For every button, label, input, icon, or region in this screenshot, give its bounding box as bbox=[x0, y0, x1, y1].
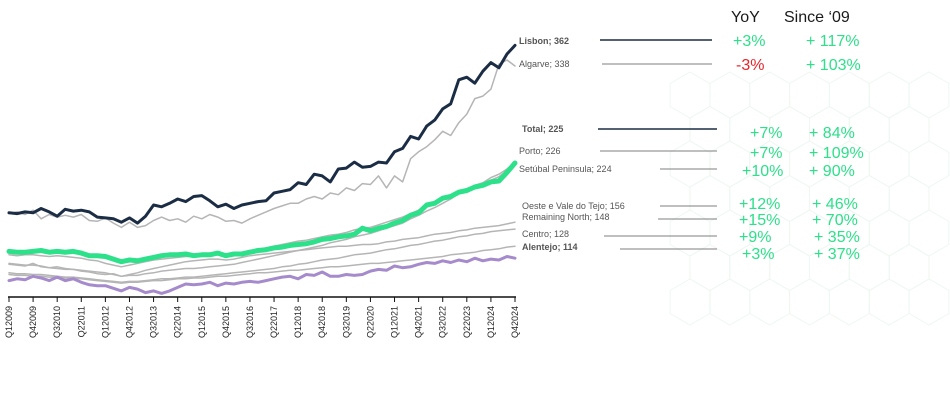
series-label-algarve: Algarve; 338 bbox=[519, 59, 570, 69]
hex-cell bbox=[868, 140, 910, 188]
hex-cell bbox=[689, 243, 731, 292]
series-label-lisbon: Lisbon; 362 bbox=[519, 36, 569, 46]
x-tick-label: Q42024 bbox=[510, 306, 520, 338]
series-line-remaining-north bbox=[8, 228, 516, 284]
x-tick-label: Q12009 bbox=[4, 306, 14, 338]
hex-cell bbox=[669, 278, 711, 326]
hex-cell bbox=[888, 243, 930, 292]
hex-cell bbox=[709, 278, 751, 326]
yoy-value-remaining-north: +15% bbox=[739, 212, 781, 229]
series-line-total bbox=[6, 160, 518, 265]
x-tick-label: Q32013 bbox=[149, 306, 159, 338]
since-2009-value-set-bal-peninsula: + 90% bbox=[809, 163, 855, 180]
since-2009-value-oeste-e-vale-do-tejo: + 46% bbox=[812, 196, 858, 213]
hex-cell bbox=[868, 209, 910, 257]
yoy-header: YoY bbox=[731, 9, 760, 26]
series-line-centro bbox=[8, 245, 516, 284]
series-line-oeste-e-vale-do-tejo bbox=[8, 221, 516, 278]
x-tick-label: Q42015 bbox=[221, 306, 231, 338]
since-2009-header: Since ‘09 bbox=[784, 9, 850, 26]
yoy-value-set-bal-peninsula: +10% bbox=[742, 163, 784, 180]
hex-cell bbox=[908, 209, 950, 257]
yoy-value-alentejo: +3% bbox=[742, 246, 775, 263]
hex-cell bbox=[828, 71, 870, 119]
series-line-porto bbox=[8, 161, 516, 278]
x-tick-label: Q42009 bbox=[28, 306, 38, 338]
x-tick-label: Q42018 bbox=[317, 306, 327, 338]
x-tick-label: Q22023 bbox=[462, 306, 472, 338]
since-2009-value-alentejo: + 37% bbox=[814, 246, 860, 263]
series-label-total: Total; 225 bbox=[522, 124, 563, 134]
since-2009-value-total: + 84% bbox=[809, 125, 855, 142]
hex-cell bbox=[749, 278, 791, 326]
series-label-porto: Porto; 226 bbox=[519, 146, 561, 156]
since-2009-value-remaining-north: + 70% bbox=[812, 212, 858, 229]
hex-cell bbox=[709, 71, 751, 119]
hex-cell bbox=[689, 174, 731, 223]
hex-cell bbox=[669, 140, 711, 188]
hex-cell bbox=[749, 71, 791, 119]
x-tick-label: Q22020 bbox=[365, 306, 375, 338]
x-tick-label: Q42021 bbox=[414, 306, 424, 338]
x-tick-label: Q22014 bbox=[173, 306, 183, 338]
since-2009-value-porto: + 109% bbox=[809, 145, 864, 162]
hex-cell bbox=[789, 71, 830, 119]
yoy-value-porto: +7% bbox=[750, 145, 783, 162]
x-tick-label: Q42012 bbox=[125, 306, 135, 338]
x-tick-label: Q22017 bbox=[269, 306, 279, 338]
x-tick-label: Q32022 bbox=[438, 306, 448, 338]
since-2009-value-lisbon: + 117% bbox=[806, 33, 860, 50]
yoy-value-centro: +9% bbox=[739, 229, 772, 246]
series-lines bbox=[6, 43, 518, 295]
series-line-alentejo bbox=[7, 255, 517, 295]
since-2009-value-centro: + 35% bbox=[814, 229, 860, 246]
x-axis-ticks: Q12009 Q42009 Q32010 Q22011 Q12012 Q42012 Q320… bbox=[4, 297, 520, 338]
x-tick-label: Q32010 bbox=[52, 306, 62, 338]
x-tick-label: Q12024 bbox=[486, 306, 496, 338]
hex-cell bbox=[868, 278, 910, 326]
x-tick-label: Q32016 bbox=[245, 306, 255, 338]
since-2009-value-algarve: + 103% bbox=[806, 57, 861, 74]
series-label-oeste-e-vale-do-tejo: Oeste e Vale do Tejo; 156 bbox=[522, 201, 625, 211]
hex-cell bbox=[669, 71, 711, 119]
series-label-centro: Centro; 128 bbox=[522, 229, 569, 239]
hex-cell bbox=[789, 278, 830, 326]
hex-cell bbox=[828, 278, 870, 326]
yoy-value-total: +7% bbox=[750, 125, 783, 142]
yoy-value-oeste-e-vale-do-tejo: +12% bbox=[739, 196, 781, 213]
x-tick-label: Q12018 bbox=[293, 306, 303, 338]
x-tick-label: Q12021 bbox=[390, 306, 400, 338]
series-line-lisbon bbox=[7, 43, 517, 225]
x-tick-label: Q32019 bbox=[341, 306, 351, 338]
hex-background-pattern bbox=[669, 71, 950, 326]
hex-cell bbox=[769, 243, 810, 292]
hex-cell bbox=[888, 174, 930, 223]
series-label-set-bal-peninsula: Setúbal Peninsula; 224 bbox=[519, 164, 612, 174]
hex-cell bbox=[908, 71, 950, 119]
series-line-algarve bbox=[8, 59, 516, 229]
hex-cell bbox=[908, 278, 950, 326]
x-tick-label: Q12012 bbox=[100, 306, 110, 338]
yoy-value-algarve: -3% bbox=[736, 57, 765, 74]
yoy-value-lisbon: +3% bbox=[733, 33, 766, 50]
hex-cell bbox=[868, 71, 910, 119]
hex-cell bbox=[908, 140, 950, 188]
series-label-remaining-north: Remaining North; 148 bbox=[522, 212, 610, 222]
series-label-alentejo: Alentejo; 114 bbox=[522, 242, 578, 252]
label-rows: Lisbon; 362 Algarve; 338 Total; 225 Porto; … bbox=[519, 36, 717, 252]
x-tick-label: Q22011 bbox=[76, 306, 86, 337]
x-tick-label: Q12015 bbox=[197, 306, 207, 338]
hex-cell bbox=[888, 105, 930, 154]
